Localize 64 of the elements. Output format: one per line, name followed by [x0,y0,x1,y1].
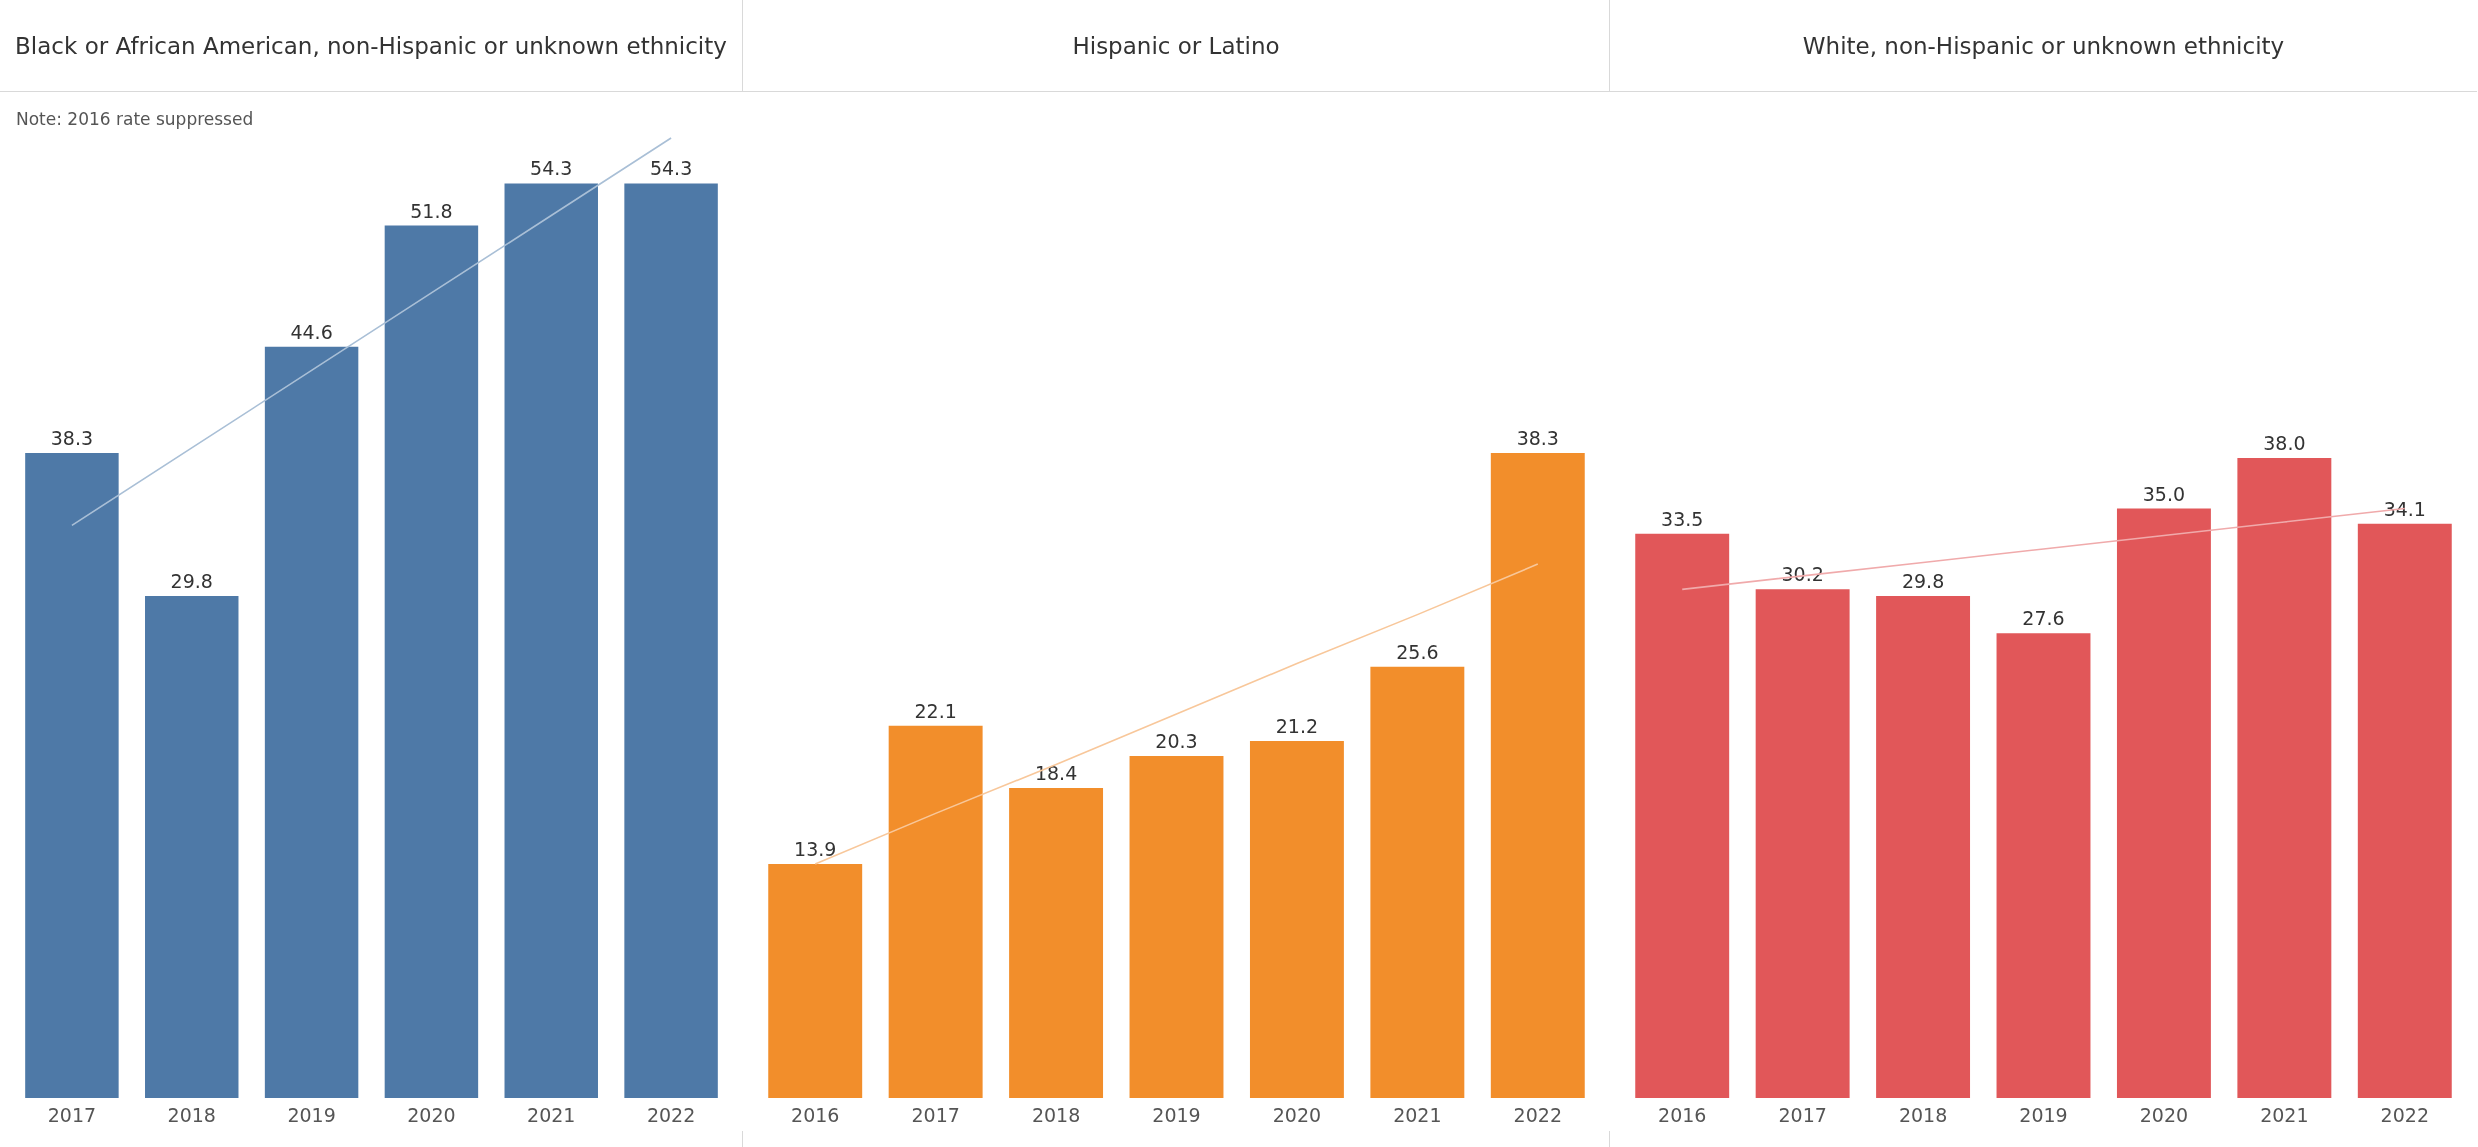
data-label: 21.2 [1275,714,1319,737]
data-label: 18.4 [1034,762,1078,785]
text: Note: 2016 rate suppressed [16,109,254,129]
x-tick-label: 2022 [646,1103,696,1126]
x-tick-label: 2017 [911,1103,960,1126]
bar [2116,508,2211,1098]
x-tick-label: 2019 [287,1103,336,1126]
data-label: 30.2 [1781,563,1824,586]
x-tick-label: 2017 [1778,1103,1827,1126]
bar [1249,740,1344,1098]
x-tick-label: 2017 [47,1103,97,1126]
x-tick-label: 2018 [1898,1103,1948,1126]
data-label: 44.6 [290,320,333,343]
data-label: 25.6 [1396,640,1439,663]
bar [888,725,983,1098]
x-tick-label: 2019 [1152,1103,1201,1126]
data-label: 20.3 [1155,730,1198,753]
x-tick-label: 2022 [1513,1103,1562,1126]
bar [264,346,359,1098]
bar [1755,589,1850,1098]
x-tick-label: 2020 [2139,1103,2189,1126]
bar [384,225,479,1098]
chart-title: Black or African American, non-Hispanic or unknown ethnicity [0,0,742,92]
bar [1635,533,1730,1098]
bar [145,596,239,1098]
data-label: 27.6 [2022,607,2065,630]
data-label: 33.5 [1661,507,1704,530]
x-tick-label: 2020 [1272,1103,1322,1126]
bar [2357,523,2452,1098]
data-label: 51.8 [410,199,453,222]
chart-title: Hispanic or Latino [743,0,1609,92]
x-tick-label: 2021 [2260,1103,2309,1126]
data-label: 34.1 [2383,497,2426,520]
data-label: 29.8 [1901,570,1945,593]
bar [1490,452,1585,1098]
bar [1996,633,2091,1098]
x-tick-label: 2021 [1393,1103,1442,1126]
x-tick-label: 2019 [2019,1103,2068,1126]
bar [624,183,718,1098]
bar [1876,596,1971,1098]
data-label: 13.9 [794,837,837,860]
data-label: 29.8 [170,570,213,593]
chart-title: White, non-Hispanic or unknown ethnicity [1610,0,2477,92]
x-tick-label: 2018 [167,1103,216,1126]
bar [25,452,119,1098]
bar [1129,756,1224,1098]
data-label: 22.1 [914,699,957,722]
data-label: 54.3 [649,157,693,180]
bar [768,863,863,1098]
x-tick-label: 2021 [527,1103,576,1126]
bar [1009,788,1104,1098]
x-tick-label: 2022 [2380,1103,2429,1126]
x-tick-label: 2018 [1031,1103,1081,1126]
bar [2237,458,2332,1098]
x-tick-label: 2016 [1658,1103,1707,1126]
data-label: 54.3 [530,157,573,180]
data-label: 38.3 [50,426,94,449]
data-label: 38.3 [1516,426,1559,449]
data-label: 35.0 [2142,482,2186,505]
bar [1370,666,1465,1098]
x-tick-label: 2020 [407,1103,456,1126]
x-tick-label: 2016 [791,1103,840,1126]
data-label: 38.0 [2263,432,2306,454]
bar [504,183,598,1098]
